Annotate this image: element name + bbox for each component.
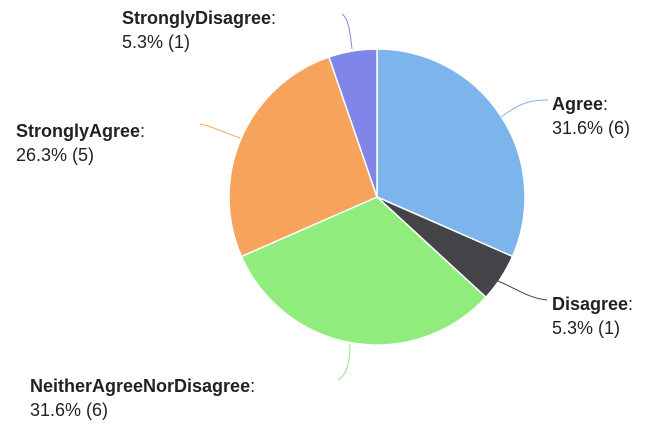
slice-percent: 26.3% (5) <box>16 145 94 165</box>
slice-name: NeitherAgreeNorDisagree <box>30 376 250 396</box>
slice-name: StronglyDisagree <box>122 8 271 28</box>
connector-strongly-disagree <box>341 13 353 50</box>
label-colon: : <box>250 376 255 396</box>
label-colon: : <box>271 8 276 28</box>
pie-slice-neither-agree-nor-disagree[interactable] <box>240 196 487 346</box>
slice-percent: 5.3% (1) <box>552 318 620 338</box>
pie-slice-agree[interactable] <box>376 48 526 258</box>
pie-slices <box>228 48 526 346</box>
slice-percent: 5.3% (1) <box>122 32 190 52</box>
label-connectors <box>199 13 549 381</box>
slice-percent: 31.6% (6) <box>552 118 630 138</box>
label-colon: : <box>628 294 633 314</box>
pie-slice-strongly-disagree[interactable] <box>328 48 378 198</box>
data-label-disagree: Disagree: 5.3% (1) <box>552 294 633 338</box>
pie-slice-strongly-agree[interactable] <box>228 56 378 258</box>
connector-agree <box>500 99 549 118</box>
data-labels: Agree: 31.6% (6)Disagree: 5.3% (1)NeitherA… <box>16 8 633 420</box>
connector-disagree <box>497 280 548 301</box>
slice-name: Agree <box>552 94 603 114</box>
data-label-agree: Agree: 31.6% (6) <box>552 94 630 138</box>
connector-neither-agree-nor-disagree <box>337 343 351 381</box>
data-label-strongly-disagree: StronglyDisagree: 5.3% (1) <box>122 8 276 52</box>
slice-percent: 31.6% (6) <box>30 400 108 420</box>
data-label-neither-agree-nor-disagree: NeitherAgreeNorDisagree: 31.6% (6) <box>30 376 255 420</box>
slice-name: Disagree <box>552 294 628 314</box>
label-colon: : <box>140 121 145 141</box>
data-label-strongly-agree: StronglyAgree: 26.3% (5) <box>16 121 145 165</box>
slice-name: StronglyAgree <box>16 121 140 141</box>
label-colon: : <box>603 94 608 114</box>
connector-strongly-agree <box>199 123 241 139</box>
